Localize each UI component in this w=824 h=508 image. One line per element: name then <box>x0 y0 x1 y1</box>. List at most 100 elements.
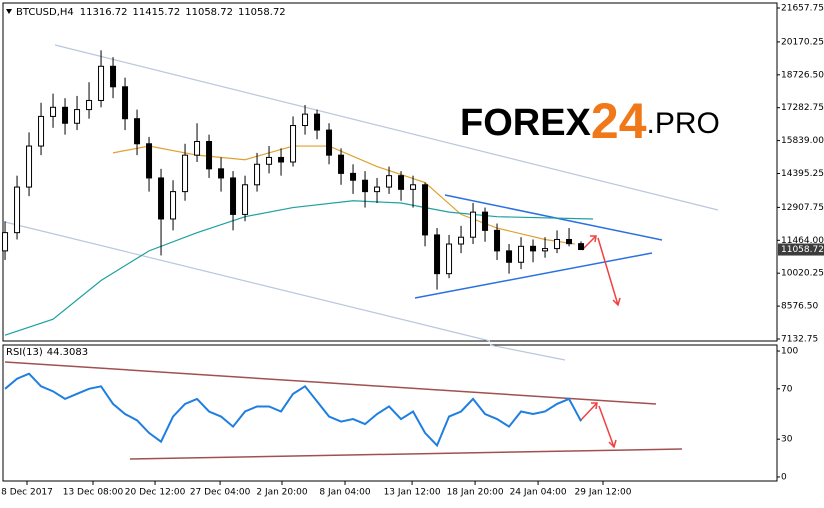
arrow-head <box>612 297 621 307</box>
x-tick-label: 8 Jan 04:00 <box>319 488 371 498</box>
candle-body <box>290 125 297 163</box>
y-tick-label: 100 <box>781 347 798 357</box>
candle-body <box>302 113 309 127</box>
candle-body <box>554 238 561 250</box>
candle-body <box>434 234 441 275</box>
x-tick-label: 8 Dec 2017 <box>1 488 53 498</box>
menu-triangle <box>6 9 12 14</box>
arrow-head <box>590 235 597 243</box>
y-tick-label: 11464.00 <box>781 236 824 246</box>
candle-body <box>398 175 405 190</box>
candle-body <box>482 211 489 231</box>
price-box <box>778 243 824 256</box>
candle-body <box>326 129 333 156</box>
y-tick-label: 14395.25 <box>781 169 824 179</box>
price-label: 11058.72 <box>781 245 824 255</box>
watermark-part: FOREX <box>460 102 592 144</box>
candle-body <box>182 154 189 193</box>
x-tick-label: 20 Dec 12:00 <box>125 488 186 498</box>
channel-line <box>54 44 719 211</box>
candle-body <box>542 248 549 252</box>
rsi-trend-line <box>129 448 683 460</box>
watermark-part: 24 <box>591 93 647 149</box>
open-value: 11316.72 <box>80 7 128 18</box>
high-value: 11415.72 <box>133 7 181 18</box>
x-tick-label: 18 Jan 20:00 <box>447 488 504 498</box>
low-value: 11058.72 <box>185 7 233 18</box>
x-tick-label: 13 Jan 12:00 <box>384 488 441 498</box>
candle-body <box>530 245 537 252</box>
candle-body <box>470 211 477 238</box>
rsi-panel <box>2 344 778 482</box>
candle-body <box>350 172 357 181</box>
rsi-trend-line <box>4 361 657 405</box>
candle-body <box>518 245 525 263</box>
rsi-value: 44.3083 <box>47 347 88 358</box>
x-tick-label: 2 Jan 20:00 <box>256 488 308 498</box>
y-tick-label: 20170.25 <box>781 37 824 47</box>
main-panel <box>2 2 778 342</box>
candle-body <box>566 238 573 245</box>
candle-body <box>98 65 105 101</box>
candle-body <box>254 163 261 186</box>
candle-body <box>410 184 417 190</box>
candle-body <box>230 177 237 215</box>
candle-body <box>110 65 117 88</box>
candle-body <box>362 179 369 193</box>
candle-body <box>62 106 69 124</box>
arrow <box>579 402 598 422</box>
rsi-header: RSI(13) 44.3083 <box>6 347 88 358</box>
y-tick-label: 10020.25 <box>781 269 824 279</box>
candle-body <box>170 191 177 220</box>
arrow <box>597 237 619 306</box>
candle-body <box>14 186 21 234</box>
candle-body <box>206 140 213 170</box>
candle-body <box>218 168 225 179</box>
candle-body <box>122 86 129 120</box>
forecast-arrows <box>579 235 621 449</box>
y-tick-label: 17282.75 <box>781 103 824 113</box>
y-tick-label: 18726.50 <box>781 70 824 80</box>
header: BTCUSD,H4 11316.72 11415.72 11058.72 11058.7… <box>16 7 286 18</box>
y-tick-label: 30 <box>781 435 793 445</box>
y-tick-label: 70 <box>781 384 793 394</box>
moving-average <box>4 200 594 336</box>
arrow-head <box>591 402 598 410</box>
watermark: FOREX24.PRO <box>460 93 720 149</box>
candle-body <box>422 184 429 236</box>
x-tick-label: 24 Jan 04:00 <box>510 488 567 498</box>
candle-body <box>194 140 201 156</box>
candle-body <box>314 113 321 131</box>
rsi-name: RSI(13) <box>6 347 43 358</box>
watermark-text: FOREX24.PRO <box>460 93 720 149</box>
y-tick-label: 15839.00 <box>781 136 824 146</box>
channel-line <box>489 344 566 361</box>
candle-body <box>266 156 273 165</box>
candle-body <box>494 229 501 252</box>
y-tick-label: 21657.75 <box>781 3 824 13</box>
y-tick-label: 8576.50 <box>781 302 818 312</box>
candle-body <box>38 115 45 147</box>
candle-body <box>2 232 9 252</box>
watermark-part: .PRO <box>647 107 720 140</box>
triangle-line <box>414 252 653 299</box>
channel-line <box>4 221 491 342</box>
y-tick-label: 7132.75 <box>781 335 818 345</box>
candle-body <box>134 118 141 145</box>
candle-body <box>26 145 33 188</box>
symbol: BTCUSD,H4 <box>16 7 74 18</box>
y-tick-label: 12907.75 <box>781 203 824 213</box>
annotations <box>4 44 719 460</box>
candle-body <box>458 236 465 245</box>
moving-average <box>112 145 576 245</box>
candle-body <box>86 99 93 111</box>
candle-body <box>338 154 345 174</box>
candle-body <box>278 156 285 163</box>
close-value: 11058.72 <box>238 7 286 18</box>
candle-body <box>242 184 249 215</box>
arrow <box>598 405 615 448</box>
x-tick-label: 29 Jan 12:00 <box>575 488 632 498</box>
arrow <box>581 235 597 251</box>
candle-body <box>446 243 453 275</box>
